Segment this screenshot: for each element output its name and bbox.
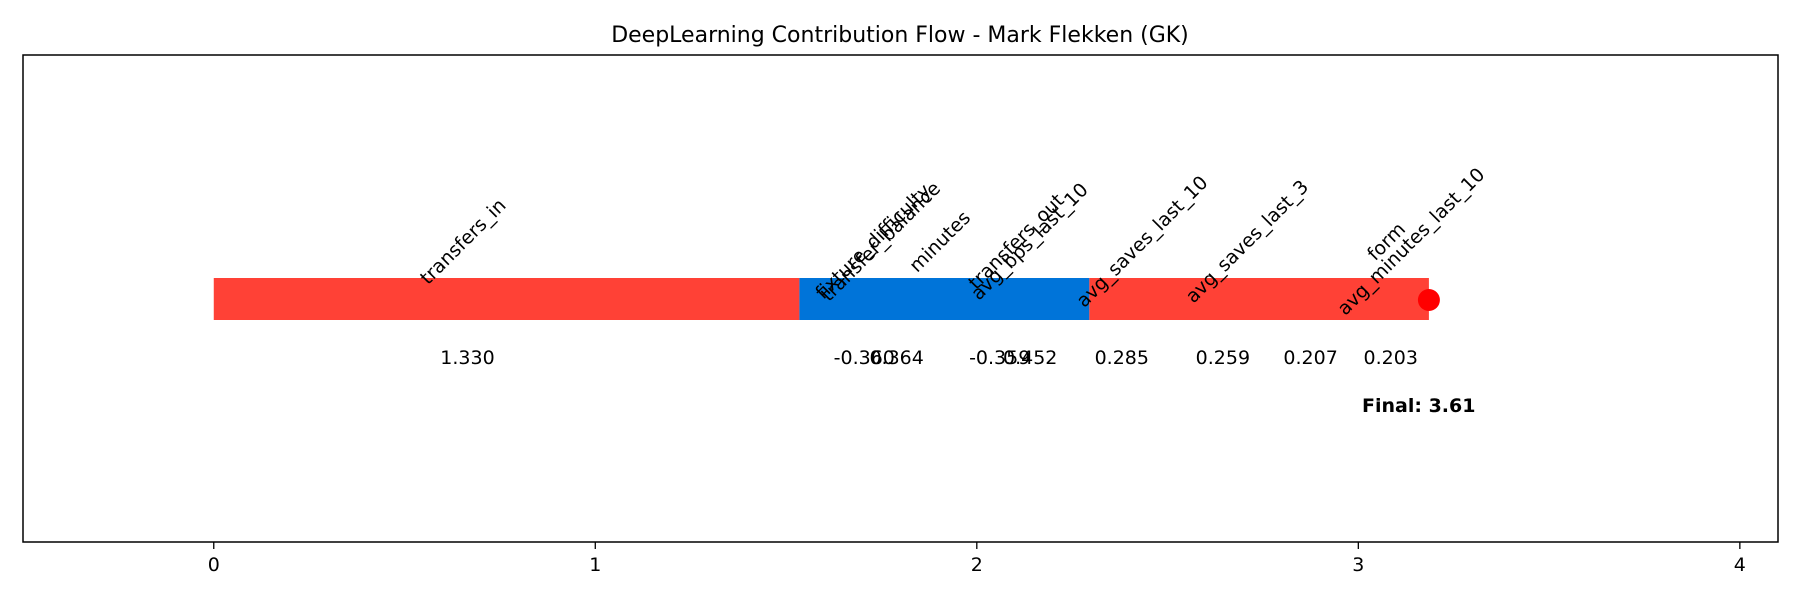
value-label-0: 1.330	[440, 347, 494, 369]
plot-frame	[22, 54, 1779, 543]
x-tick-label-4: 4	[1734, 554, 1746, 576]
x-tick-label-3: 3	[1352, 554, 1364, 576]
feature-label-transfers-in: transfers_in	[416, 194, 511, 289]
value-label-2: 0.259	[1196, 347, 1250, 369]
final-label: Final: 3.61	[1362, 395, 1475, 417]
x-axis-ticks: 0 1 2 3 4	[208, 542, 1746, 576]
final-marker	[1417, 289, 1440, 311]
overlap-value-label-2: -0.359	[969, 347, 1030, 369]
x-tick-label-1: 1	[589, 554, 601, 576]
value-label-3: 0.207	[1283, 347, 1337, 369]
value-label-4: 0.203	[1364, 347, 1418, 369]
bar-segment-0	[213, 278, 800, 320]
chart-title: DeepLearning Contribution Flow - Mark Fl…	[611, 23, 1189, 48]
bar-segment-2	[1089, 278, 1429, 320]
value-label-1: 0.285	[1095, 347, 1149, 369]
bars-layer	[213, 278, 1429, 320]
overlap-value-label-0: -0.360	[834, 347, 895, 369]
x-tick-label-2: 2	[971, 554, 983, 576]
x-tick-label-0: 0	[208, 554, 220, 576]
bar-segment-1	[799, 278, 1090, 320]
overlap-value-label-3: 0.452	[1003, 347, 1057, 369]
overlap-value-label-1: 0.364	[869, 347, 923, 369]
